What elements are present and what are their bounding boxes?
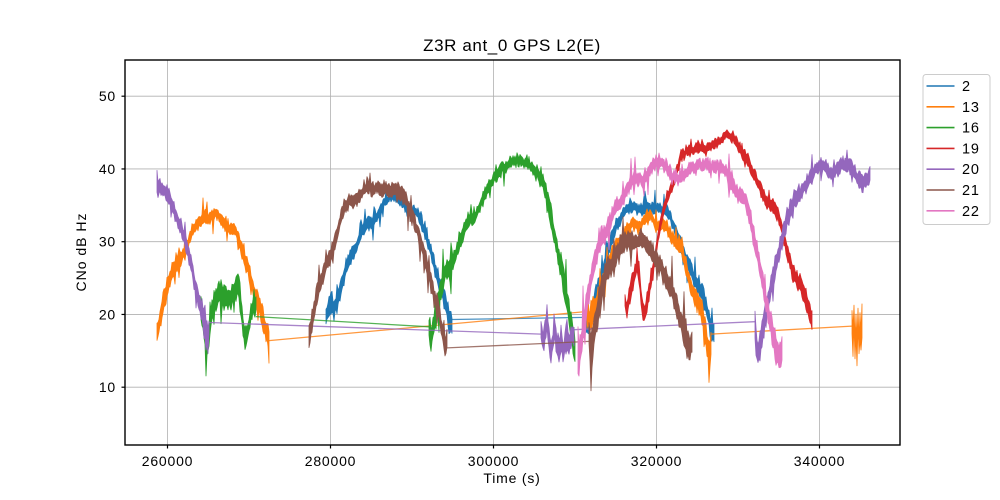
svg-text:19: 19 [962,141,980,157]
svg-text:260000: 260000 [142,453,194,469]
svg-text:20: 20 [962,162,980,178]
svg-text:280000: 280000 [305,453,357,469]
svg-text:320000: 320000 [631,453,683,469]
svg-text:Time (s): Time (s) [483,470,540,486]
svg-text:340000: 340000 [794,453,846,469]
svg-text:22: 22 [962,204,980,220]
svg-text:20: 20 [99,306,116,322]
svg-text:300000: 300000 [468,453,520,469]
svg-text:Z3R ant_0 GPS L2(E): Z3R ant_0 GPS L2(E) [423,36,601,55]
svg-text:40: 40 [99,161,116,177]
svg-text:13: 13 [962,100,980,116]
svg-text:30: 30 [99,234,116,250]
svg-text:CNo dB Hz: CNo dB Hz [73,212,89,291]
svg-text:2: 2 [962,79,971,95]
svg-text:10: 10 [99,379,116,395]
svg-text:21: 21 [962,183,980,199]
svg-text:16: 16 [962,121,980,137]
svg-text:50: 50 [99,88,116,104]
